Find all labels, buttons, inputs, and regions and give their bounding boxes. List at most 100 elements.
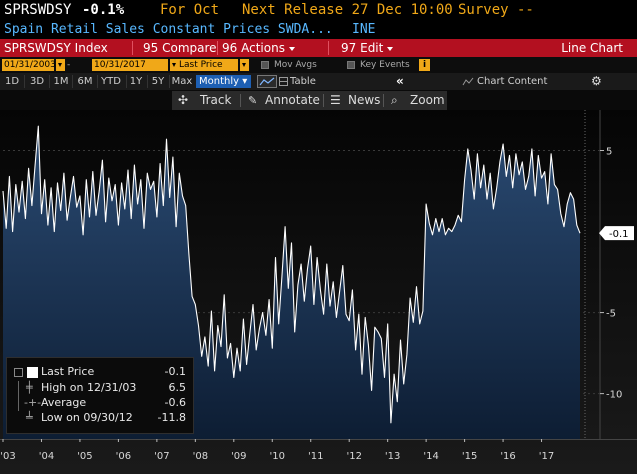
ticker-change: -0.1% [82, 2, 125, 18]
gear-icon[interactable]: ⚙ [591, 74, 602, 88]
legend-average: -+- Average -0.6 [7, 396, 193, 410]
index-label[interactable]: SPRSWDSY Index [4, 41, 108, 55]
table-icon [279, 77, 288, 86]
survey-label: Survey -- [458, 2, 534, 18]
x-tick-label: '16 [500, 451, 515, 462]
chart-legend: Last Price -0.1 ╪ High on 12/31/03 6.5 -… [6, 357, 194, 434]
y-axis: 5 -5 -10 -0.1 [599, 110, 634, 439]
legend-collapse-icon[interactable] [14, 368, 23, 377]
annotate-button[interactable]: Annotate [265, 93, 320, 107]
legend-last-price[interactable]: Last Price -0.1 [7, 365, 193, 379]
y-tick-label: -5 [606, 309, 616, 320]
key-events-checkbox[interactable] [347, 61, 355, 69]
pencil-icon: ✎ [248, 94, 258, 107]
series-line [2, 125, 581, 424]
chart-type-label[interactable]: Line Chart [561, 41, 623, 55]
track-button[interactable]: Track [200, 93, 232, 107]
legend-last-price-label: Last Price [41, 365, 95, 378]
chart-style-icon[interactable] [257, 75, 277, 88]
zoom-icon: ⌕ [391, 93, 398, 107]
start-date-field[interactable]: 01/31/2003 [2, 59, 56, 71]
frequency-label: Monthly [199, 76, 240, 87]
chart-toolbar: SPRSWDSY Index 95 Compare 96 Actions 97 … [0, 39, 637, 57]
legend-swatch-white [27, 367, 38, 378]
x-tick-label: '11 [308, 451, 323, 462]
compare-number: 95 [143, 41, 159, 55]
compare-button[interactable]: 95 Compare [143, 39, 217, 57]
chevron-down-icon [288, 46, 295, 51]
period-divider [24, 75, 25, 88]
x-tick-label: '08 [193, 451, 208, 462]
last-value-badge-shape [599, 226, 634, 241]
news-icon: ☰ [330, 93, 341, 107]
low-marker-icon: ╧ [26, 411, 33, 424]
ticker-header: SPRSWDSY -0.1% For Oct Next Release 27 D… [0, 0, 637, 21]
legend-average-label: Average [41, 396, 87, 409]
toolbar-divider [328, 41, 329, 55]
high-marker-icon: ╪ [26, 381, 33, 394]
end-date-dropdown-icon[interactable] [170, 59, 179, 71]
tools-divider [240, 94, 241, 107]
period-divider [169, 75, 170, 88]
legend-low-value: -11.8 [157, 411, 186, 424]
x-tick-label: '09 [231, 451, 246, 462]
period-1d-button[interactable]: 1D [4, 76, 20, 87]
table-button[interactable]: Table [290, 76, 316, 87]
period-6m-button[interactable]: 6M [77, 76, 93, 87]
key-events-label: Key Events [360, 60, 410, 70]
period-ytd-button[interactable]: YTD [101, 76, 121, 87]
move-icon: ✣ [178, 93, 189, 107]
legend-average-value: -0.6 [164, 396, 186, 409]
end-date-field[interactable]: 10/31/2017 [92, 59, 168, 71]
field-selector[interactable]: Last Price [177, 59, 238, 71]
last-value-label: -0.1 [609, 229, 629, 240]
field-dropdown-icon[interactable] [240, 59, 249, 71]
legend-low: ╧ Low on 09/30/12 -11.8 [7, 411, 193, 425]
x-axis: '03 '04 '05 '06 '07 '08 '09 '10 '11 '12 '13 '14 '15 '… [0, 439, 637, 462]
x-tick-label: '15 [462, 451, 477, 462]
x-tick-label: '05 [77, 451, 92, 462]
period-divider [97, 75, 98, 88]
x-tick-label: '07 [154, 451, 169, 462]
security-description: Spain Retail Sales Constant Prices SWDA.… [4, 22, 333, 37]
zoom-button[interactable]: Zoom [410, 93, 445, 107]
news-button[interactable]: News [348, 93, 381, 107]
actions-button[interactable]: 96 Actions [222, 39, 295, 57]
period-toolbar: 1D 3D 1M 6M YTD 1Y 5Y Max Monthly ▾ Tabl… [0, 73, 637, 90]
chart-tools: ✣ Track ✎ Annotate ☰ News ⌕ Zoom [172, 91, 447, 110]
frequency-dropdown[interactable]: Monthly ▾ [196, 75, 251, 88]
toolbar-divider [217, 41, 218, 55]
legend-high-label: High on 12/31/03 [41, 381, 137, 394]
date-range-dash: - [67, 60, 71, 70]
info-icon[interactable]: i [419, 59, 430, 71]
chart-content-button[interactable]: Chart Content [477, 76, 548, 87]
double-chevron-left-icon[interactable]: « [396, 74, 404, 88]
period-1m-button[interactable]: 1M [53, 76, 69, 87]
actions-label: Actions [241, 41, 285, 55]
source-label: INE [352, 22, 376, 37]
period-5y-button[interactable]: 5Y [151, 76, 165, 87]
edit-button[interactable]: 97 Edit [341, 39, 394, 57]
edit-label: Edit [360, 41, 384, 55]
x-tick-label: '04 [39, 451, 54, 462]
edit-number: 97 [341, 41, 357, 55]
x-tick-label: '10 [270, 451, 285, 462]
mov-avgs-checkbox[interactable] [261, 61, 269, 69]
period-max-button[interactable]: Max [171, 76, 193, 87]
x-tick-label: '13 [385, 451, 400, 462]
y-tick-label: -10 [606, 390, 622, 401]
period-3d-button[interactable]: 3D [29, 76, 45, 87]
period-divider [72, 75, 73, 88]
legend-low-label: Low on 09/30/12 [41, 411, 133, 424]
next-release: Next Release 27 Dec 10:00 [242, 2, 453, 18]
period-1y-button[interactable]: 1Y [129, 76, 143, 87]
legend-high: ╪ High on 12/31/03 6.5 [7, 381, 193, 411]
y-tick-label: 5 [606, 147, 612, 158]
start-date-dropdown-icon[interactable] [56, 59, 65, 71]
ticker-symbol[interactable]: SPRSWDSY [4, 2, 72, 18]
last-value-badge: -0.1 [599, 226, 634, 240]
chart-content-icon [462, 77, 474, 86]
legend-high-value: 6.5 [168, 381, 187, 394]
x-tick-label: '06 [116, 451, 131, 462]
mov-avgs-label: Mov Avgs [274, 60, 317, 70]
